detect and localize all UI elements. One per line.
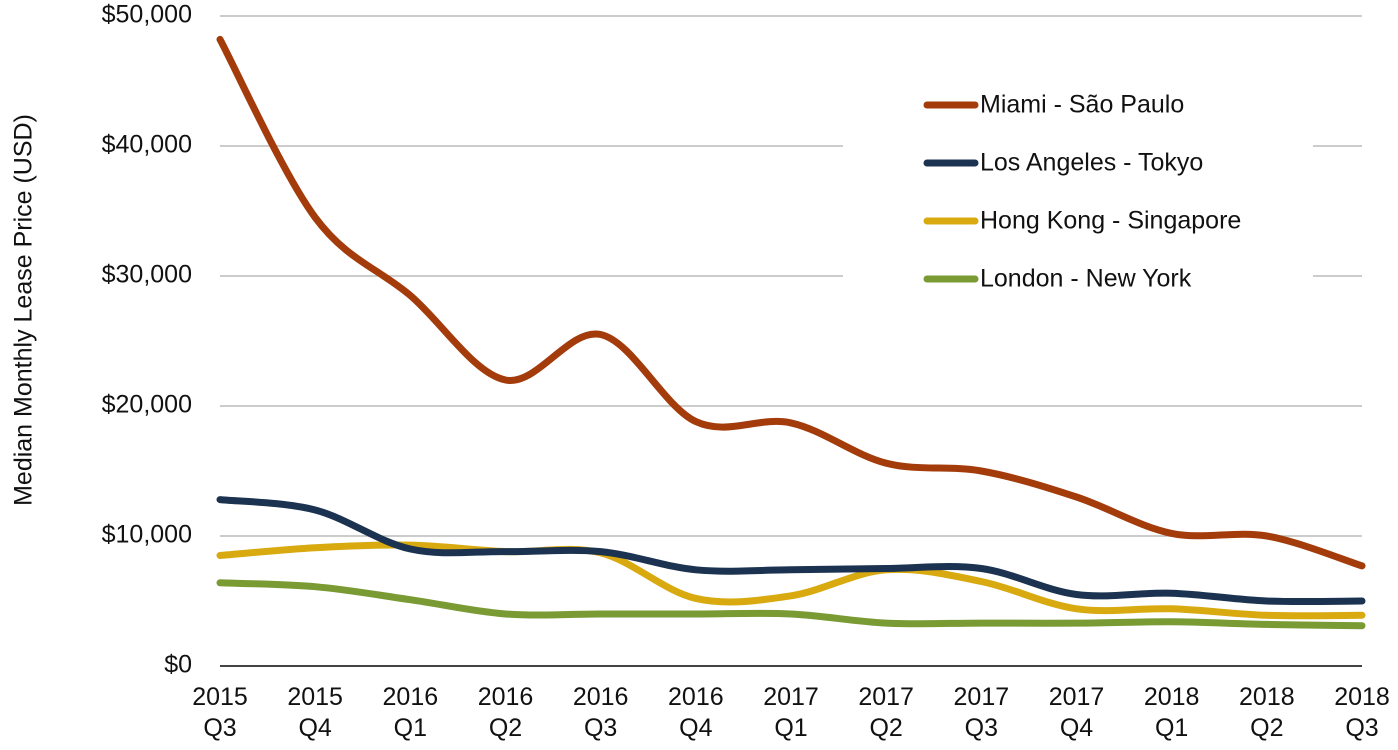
legend-label: Miami - São Paulo (980, 91, 1184, 119)
x-tick-label: 2017 Q4 (1048, 683, 1105, 742)
line (216, 35, 1366, 570)
x-tick-label: 2016 Q3 (572, 683, 629, 742)
legend-label: Hong Kong - Singapore (980, 207, 1241, 235)
line (216, 541, 1366, 620)
y-tick-label: $50,000 (102, 1, 192, 29)
x-tick-label: 2015 Q4 (287, 683, 343, 742)
y-tick-label: $10,000 (102, 521, 192, 549)
x-tick-label: 2017 Q3 (953, 683, 1010, 742)
legend-label: London - New York (980, 265, 1192, 293)
x-tick-label: 2018 Q1 (1143, 683, 1200, 742)
line (216, 579, 1366, 630)
x-tick-label: 2016 Q2 (477, 683, 534, 742)
x-tick-label: 2017 Q1 (763, 683, 819, 742)
y-tick-label: $20,000 (102, 391, 192, 419)
x-tick-label: 2016 Q4 (668, 683, 724, 742)
line (216, 496, 1366, 606)
y-tick-label: $40,000 (102, 131, 192, 159)
y-tick-label: $0 (164, 651, 192, 679)
x-tick-label: 2017 Q2 (858, 683, 914, 742)
x-tick-label: 2015 Q3 (192, 683, 248, 742)
y-axis-label: Median Monthly Lease Price (USD) (10, 114, 38, 506)
x-tick-label: 2018 Q2 (1239, 683, 1295, 742)
legend-label: Los Angeles - Tokyo (980, 149, 1203, 177)
x-tick-label: 2018 Q3 (1334, 683, 1390, 742)
x-tick-label: 2016 Q1 (382, 683, 439, 742)
legend-box (843, 70, 1313, 310)
y-tick-label: $30,000 (102, 261, 192, 289)
